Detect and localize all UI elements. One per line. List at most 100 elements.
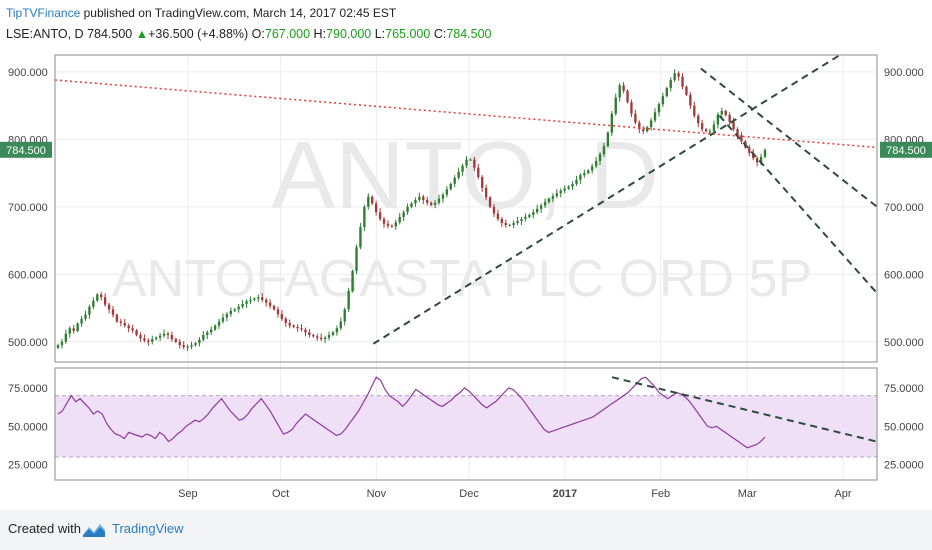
candle-body [422, 196, 425, 201]
publisher-link[interactable]: TipTVFinance [6, 6, 81, 20]
candle-body [170, 335, 174, 340]
rsi-left-tick-label: 25.0000 [8, 460, 48, 472]
candle-body [736, 129, 739, 136]
candle-body [229, 310, 233, 315]
tradingview-link[interactable]: TradingView [112, 521, 184, 536]
candle-body [418, 196, 421, 201]
candle-body [100, 294, 103, 298]
candle-body [661, 96, 665, 105]
candle-body [594, 160, 598, 167]
candle-body [68, 328, 71, 334]
candle-body [166, 333, 170, 336]
x-tick-label: Apr [834, 488, 851, 500]
candle-body [693, 105, 696, 116]
candle-body [559, 190, 562, 194]
candle-body [355, 247, 358, 271]
last-price: 784.500 [87, 27, 133, 41]
candle-body [327, 335, 331, 338]
candle-body [634, 113, 637, 123]
candle-body [88, 306, 91, 315]
candle-body [579, 175, 582, 180]
candle-body [331, 332, 335, 336]
candle-body [72, 328, 75, 331]
high-value: 790.000 [326, 27, 372, 41]
candle-body [575, 179, 578, 184]
candle-body [606, 132, 610, 147]
candle-body [638, 122, 641, 130]
candle-body [724, 111, 727, 116]
low-value: 765.000 [385, 27, 431, 41]
candle-body [406, 206, 409, 213]
candle-body [347, 291, 350, 310]
candle-body [198, 339, 201, 344]
candle-body [92, 300, 95, 307]
x-tick-label: Nov [367, 488, 387, 500]
candle-body [174, 339, 178, 342]
low-label: L: [374, 27, 386, 41]
candle-body [520, 218, 523, 221]
candle-body [484, 187, 488, 198]
channel-upper-trendline [700, 67, 878, 208]
rsi-right-tick-label: 25.0000 [884, 460, 924, 472]
rsi-left-tick-label: 75.0000 [8, 383, 48, 395]
candle-body [107, 304, 111, 310]
candle-body [80, 318, 83, 324]
candle-body [598, 154, 602, 161]
candle-body [237, 306, 240, 310]
candle-body [123, 322, 126, 326]
candle-body [316, 336, 319, 338]
candle-body [115, 314, 119, 322]
candle-body [689, 94, 692, 106]
rsi-right-tick-label: 75.0000 [884, 383, 924, 395]
x-tick-label: Dec [459, 488, 479, 500]
candle-body [763, 149, 767, 157]
close-value: 784.500 [446, 27, 492, 41]
symbol-label: LSE:ANTO, D [6, 27, 84, 41]
candle-body [481, 177, 484, 188]
candle-body [190, 345, 193, 347]
candle-body [441, 194, 445, 199]
candle-body [371, 196, 374, 204]
candle-body [630, 102, 633, 114]
candle-body [56, 345, 60, 348]
last-price-label-bg [880, 141, 932, 158]
candle-body [280, 314, 284, 319]
candle-body [398, 216, 401, 223]
channel-lower-trendline [718, 115, 878, 294]
candle-body [96, 294, 99, 301]
left-y-tick-label: 900.000 [8, 67, 48, 79]
candle-body [571, 183, 574, 187]
candle-body [127, 325, 130, 329]
candle-body [681, 76, 684, 87]
price-change: +36.500 (+4.88%) [148, 27, 249, 41]
candle-body [433, 202, 437, 205]
x-tick-label: Sep [178, 488, 198, 500]
candle-body [261, 297, 264, 300]
candle-body [363, 206, 366, 228]
candle-body [445, 189, 449, 195]
candle-body [257, 297, 260, 299]
candle-body [64, 333, 68, 342]
candle-body [708, 131, 712, 133]
candle-body [186, 346, 189, 348]
x-tick-label: Feb [651, 488, 670, 500]
candle-body [178, 341, 181, 346]
candle-body [151, 339, 154, 342]
candle-body [720, 111, 723, 115]
candle-body [182, 345, 185, 348]
footer: Created with TradingView [0, 510, 932, 550]
candle-body [206, 332, 209, 336]
candle-body [492, 206, 496, 214]
price-chart[interactable]: ANTO, D ANTOFAGASTA PLC ORD 5P Sep Oct Nov… [0, 0, 932, 510]
candle-body [657, 104, 661, 113]
candle-body [284, 318, 287, 323]
candle-body [685, 86, 688, 95]
candle-body [449, 183, 452, 190]
candle-body [590, 166, 594, 171]
candles [56, 69, 767, 352]
candle-body [210, 329, 213, 333]
candle-body [339, 321, 342, 329]
candle-body [367, 196, 370, 207]
candle-body [755, 158, 759, 163]
support-trendline [372, 54, 841, 345]
